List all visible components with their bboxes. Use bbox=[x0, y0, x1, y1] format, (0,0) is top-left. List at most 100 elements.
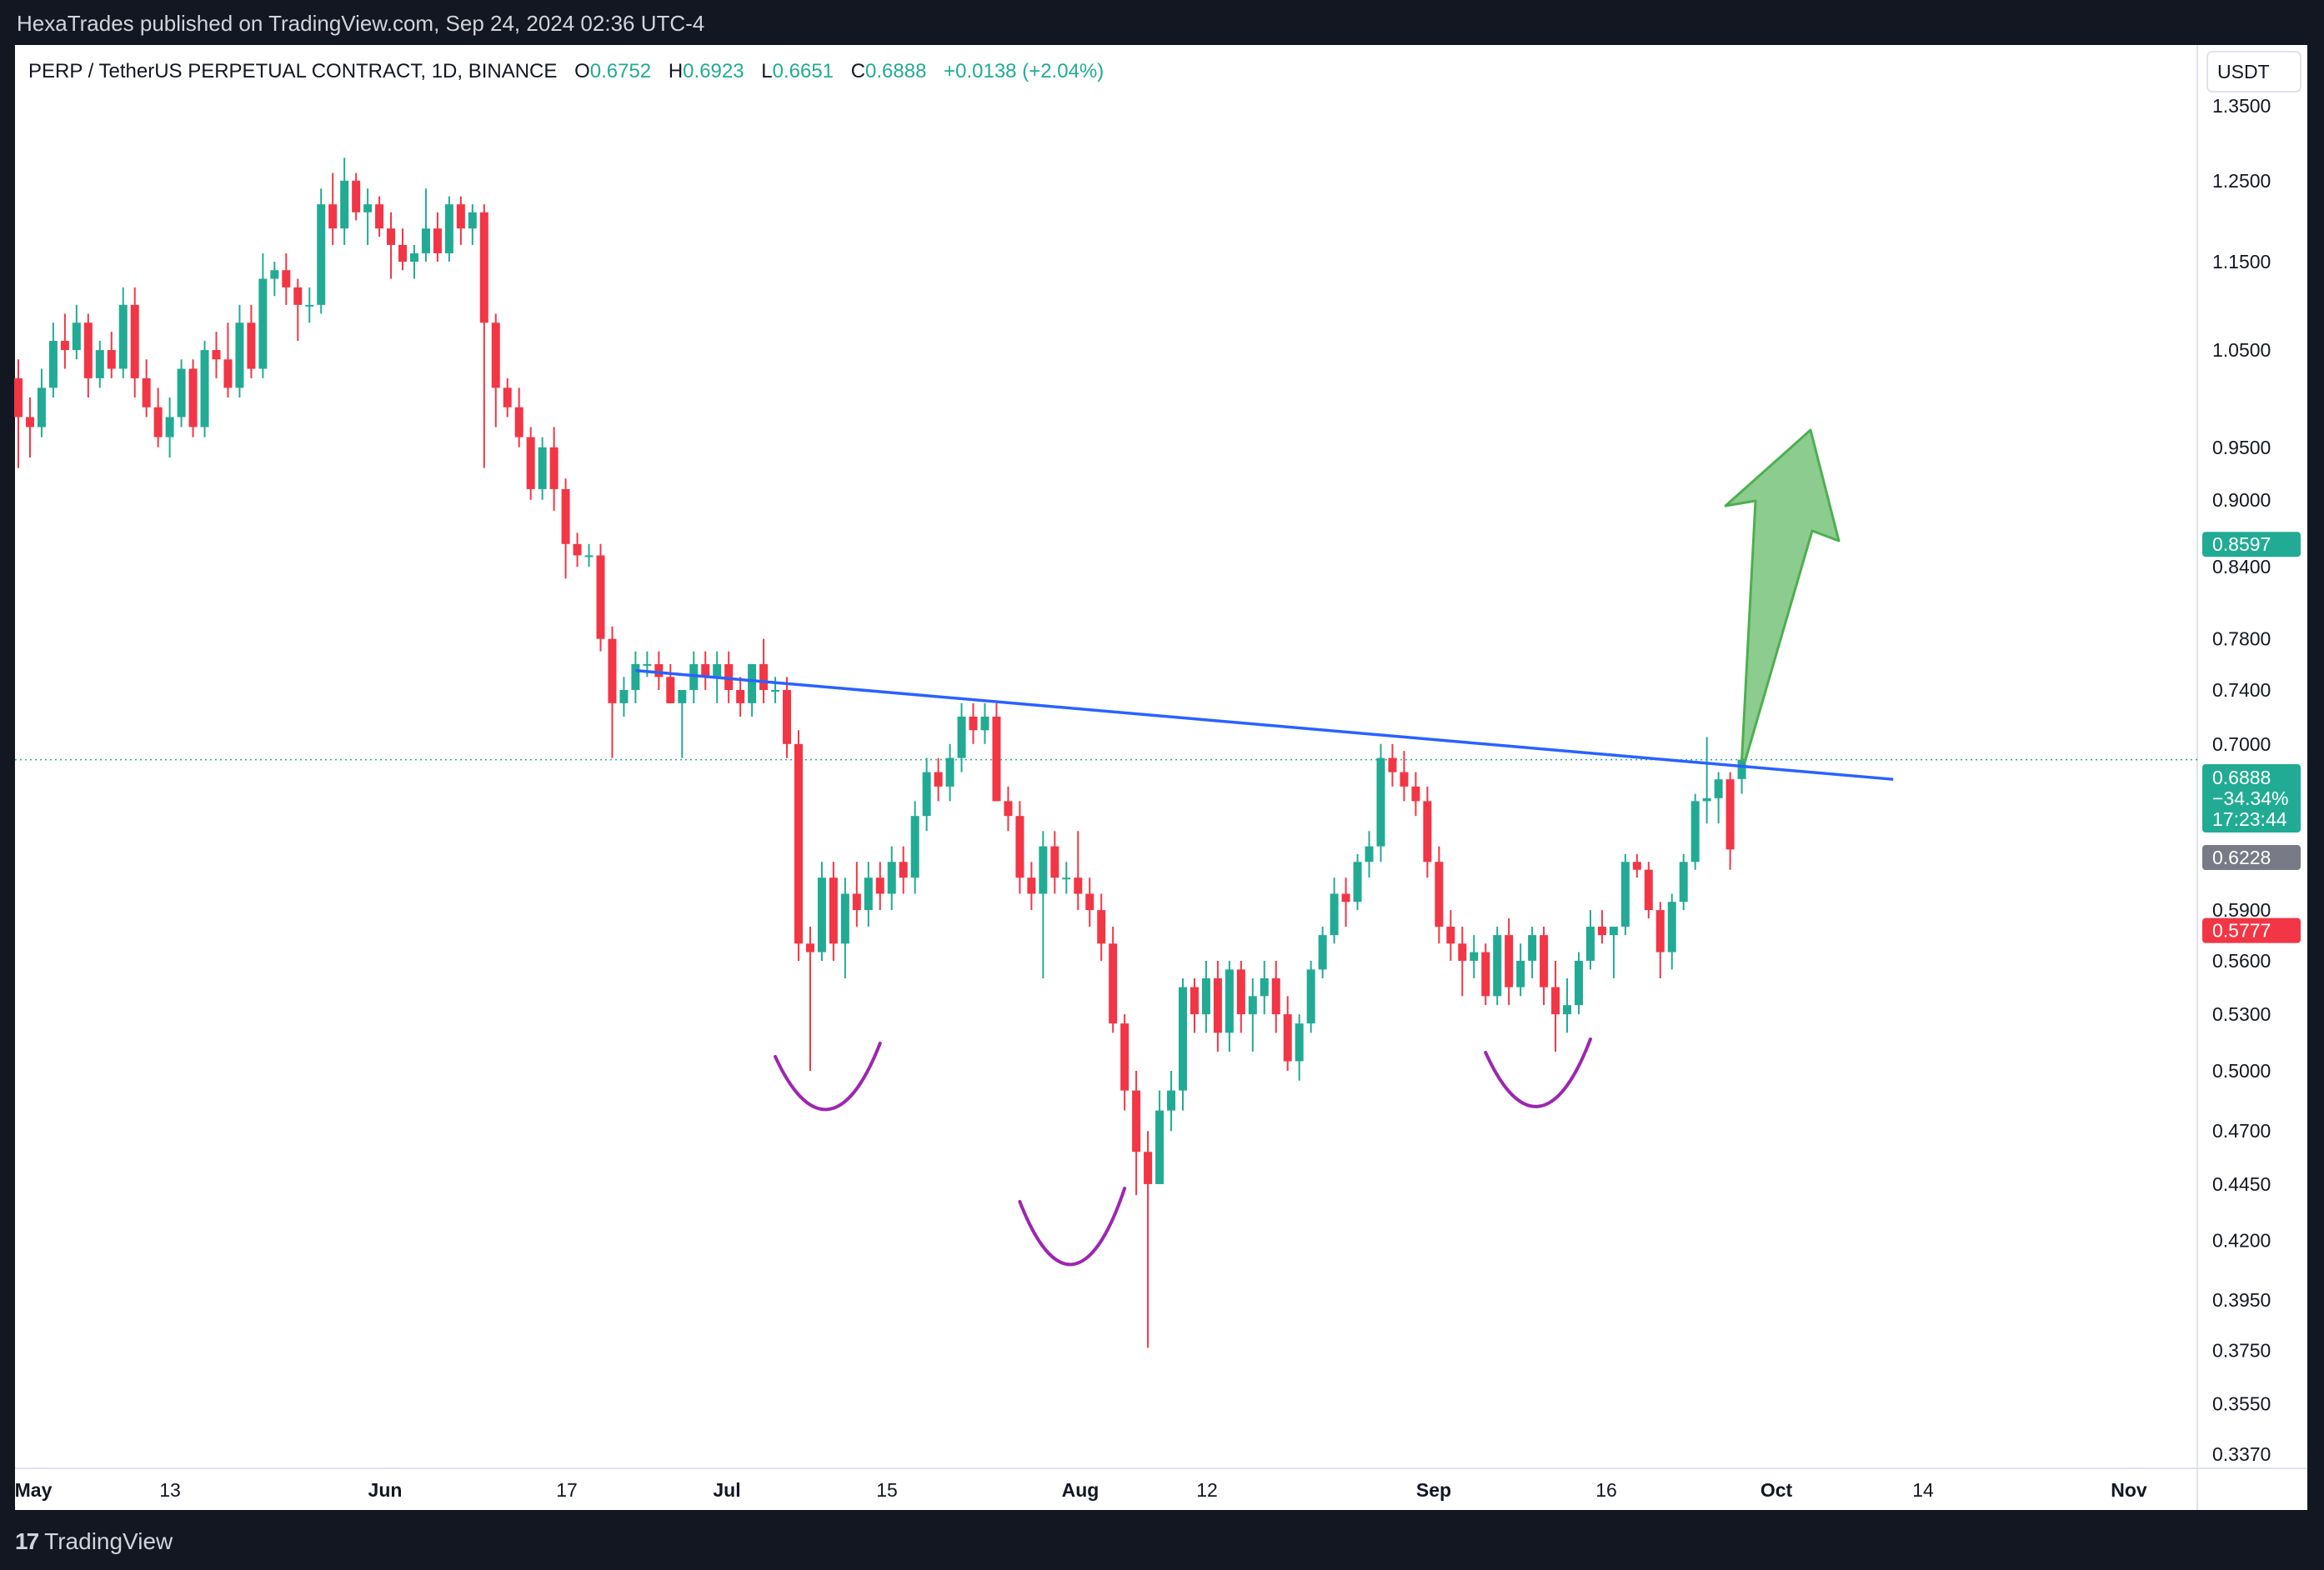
legend-high-value: 0.6923 bbox=[683, 60, 744, 82]
candle bbox=[293, 278, 303, 342]
candle-body bbox=[771, 690, 780, 692]
candle bbox=[468, 204, 477, 245]
candle-body bbox=[1528, 935, 1537, 961]
candle-body bbox=[223, 359, 233, 388]
target-arrow[interactable] bbox=[1724, 428, 1841, 762]
candle-body bbox=[188, 368, 198, 428]
tradingview-logo[interactable]: 17 TradingView bbox=[15, 1528, 173, 1555]
price-tick-label: 1.3500 bbox=[2212, 95, 2271, 117]
candle-body bbox=[468, 212, 477, 229]
candle bbox=[1015, 801, 1024, 894]
candle-body bbox=[573, 543, 582, 556]
time-axis[interactable]: May 13 Jun 17 Jul 15 Aug 12 Sep 16 Oct 14 Nov bbox=[15, 1479, 2147, 1501]
price-badge-text: 0.6888 bbox=[2212, 767, 2271, 788]
price-badge-bg bbox=[2202, 845, 2301, 871]
price-axis[interactable]: 1.3500 1.2500 1.1500 1.0500 0.9500 0.9000 0.84… bbox=[2212, 95, 2271, 1465]
neckline-trendline[interactable] bbox=[635, 668, 1894, 781]
candle bbox=[1190, 978, 1199, 1033]
candle bbox=[736, 677, 745, 717]
candle bbox=[538, 437, 547, 500]
candle bbox=[1039, 831, 1048, 978]
candle bbox=[1551, 960, 1560, 1052]
candle bbox=[1493, 927, 1502, 1006]
time-tick-label: Oct bbox=[1761, 1479, 1793, 1501]
candle bbox=[1655, 902, 1665, 978]
candle bbox=[1144, 1131, 1153, 1348]
arc-right-shoulder[interactable] bbox=[1484, 1038, 1592, 1108]
price-badge-text: −34.34% bbox=[2212, 788, 2288, 809]
candle-body bbox=[14, 378, 23, 418]
candle-body bbox=[596, 555, 605, 639]
candle-body bbox=[910, 816, 919, 878]
candle-body bbox=[421, 228, 430, 253]
candle-body bbox=[212, 350, 221, 360]
candle bbox=[363, 188, 373, 245]
candle-body bbox=[783, 690, 792, 744]
candle-body bbox=[1155, 1110, 1165, 1184]
candle-body bbox=[1248, 996, 1257, 1015]
candle-body bbox=[1074, 878, 1083, 894]
candle-body bbox=[293, 287, 303, 305]
candle-body bbox=[1493, 935, 1502, 997]
currency-button[interactable] bbox=[2206, 51, 2301, 92]
candle-body bbox=[1353, 862, 1362, 902]
candle bbox=[1236, 960, 1245, 1033]
candle bbox=[969, 702, 978, 744]
candle bbox=[398, 228, 408, 271]
candle bbox=[1330, 878, 1339, 944]
candle-body bbox=[1597, 927, 1606, 936]
candle bbox=[503, 378, 512, 418]
price-tick-label: 0.5000 bbox=[2212, 1060, 2271, 1082]
legend-open-label: O bbox=[574, 60, 590, 82]
time-tick-label: 16 bbox=[1595, 1479, 1617, 1501]
candle bbox=[223, 322, 233, 398]
candle-body bbox=[875, 878, 884, 894]
candle-body bbox=[1271, 978, 1280, 1015]
candle-body bbox=[689, 663, 699, 691]
candle-body bbox=[1585, 927, 1595, 961]
price-badge-bg bbox=[2202, 532, 2301, 558]
candle-body bbox=[1655, 910, 1665, 952]
price-badge-text: 17:23:44 bbox=[2212, 808, 2287, 830]
candle-body bbox=[503, 388, 512, 408]
candle-body bbox=[1027, 878, 1036, 894]
candle bbox=[60, 313, 69, 369]
candle bbox=[165, 397, 174, 458]
candle-body bbox=[1446, 927, 1455, 944]
arc-head[interactable] bbox=[1018, 1187, 1127, 1267]
candle-body bbox=[1330, 893, 1339, 936]
candle-body bbox=[549, 447, 558, 489]
footer-bar bbox=[0, 1510, 2324, 1570]
candle bbox=[352, 172, 361, 221]
candle bbox=[1725, 772, 1735, 870]
candle-body bbox=[654, 663, 664, 678]
candle bbox=[1376, 743, 1385, 862]
candle bbox=[526, 427, 535, 500]
candle bbox=[1271, 960, 1280, 1033]
candle-body bbox=[864, 878, 873, 911]
candle bbox=[130, 287, 139, 398]
candle-body bbox=[305, 304, 314, 307]
annotations-group bbox=[635, 428, 1894, 1267]
candle bbox=[212, 332, 221, 378]
candle bbox=[118, 287, 128, 378]
candle bbox=[48, 322, 58, 398]
candle bbox=[107, 332, 116, 378]
candle bbox=[72, 304, 81, 360]
candle bbox=[748, 663, 757, 717]
candle-body bbox=[1516, 960, 1525, 988]
candle-body bbox=[1341, 893, 1350, 902]
candle bbox=[1365, 831, 1374, 878]
candle-body bbox=[1225, 969, 1234, 1033]
candle-body bbox=[584, 555, 594, 558]
candle-body bbox=[1388, 758, 1397, 772]
candle-body bbox=[748, 663, 757, 703]
price-tick-label: 0.4450 bbox=[2212, 1173, 2271, 1195]
price-tick-label: 0.5900 bbox=[2212, 899, 2271, 921]
candle bbox=[1155, 1090, 1165, 1184]
time-tick-label: Jul bbox=[713, 1479, 740, 1501]
arc-left-shoulder[interactable] bbox=[774, 1042, 882, 1112]
candle-body bbox=[1423, 801, 1432, 862]
candle-body bbox=[1505, 935, 1514, 988]
